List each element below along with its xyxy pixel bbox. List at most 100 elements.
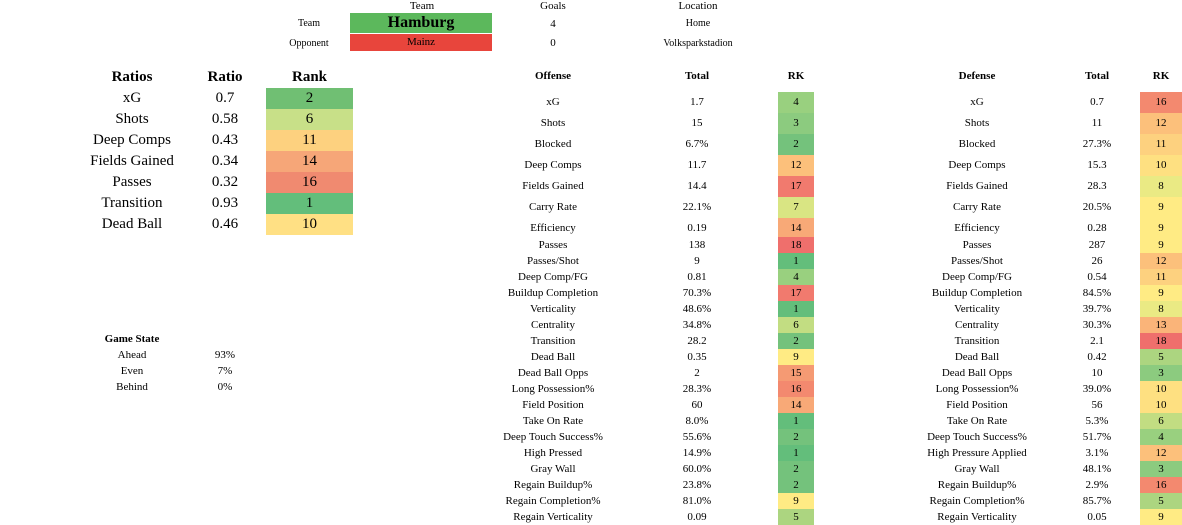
offense-metric-label: Dead Ball	[530, 351, 576, 363]
defense-metric-label: Deep Comps	[948, 159, 1006, 171]
offense-metric-label: Gray Wall	[530, 463, 576, 475]
offense-total-value: 23.8%	[682, 479, 712, 491]
offense-rank-cell: 16	[778, 381, 814, 397]
offense-rank-cell: 14	[778, 397, 814, 413]
opponent-name-cell: Mainz	[350, 34, 492, 51]
offense-rank-cell: 14	[778, 218, 814, 239]
defense-total-header: Total	[1084, 70, 1110, 82]
defense-metric-label: Regain Completion%	[929, 495, 1025, 507]
offense-total-value: 1.7	[690, 96, 704, 108]
offense-total-value: 28.3%	[682, 383, 712, 395]
offense-metric-label: Deep Comps	[524, 159, 582, 171]
offense-metric-label: Regain Verticality	[513, 511, 593, 523]
defense-total-value: 2.9%	[1085, 479, 1109, 491]
ratio-label: xG	[122, 90, 142, 106]
defense-metric-label: Shots	[964, 117, 990, 129]
game-state-value: 0%	[217, 381, 233, 393]
defense-rank-cell: 3	[1140, 365, 1182, 381]
defense-rank-cell: 11	[1140, 269, 1182, 285]
offense-rank-cell: 2	[778, 134, 814, 155]
ratio-value: 0.32	[211, 174, 239, 190]
defense-rank-cell: 9	[1140, 285, 1182, 301]
offense-metric-label: Passes/Shot	[527, 255, 579, 267]
defense-total-value: 84.5%	[1082, 287, 1112, 299]
offense-metric-label: Regain Completion%	[505, 495, 601, 507]
defense-total-value: 0.42	[1087, 351, 1107, 363]
offense-total-value: 14.9%	[682, 447, 712, 459]
defense-total-value: 0.05	[1087, 511, 1107, 523]
offense-total-value: 0.09	[687, 511, 707, 523]
defense-metric-label: Long Possession%	[935, 383, 1019, 395]
offense-metric-label: Carry Rate	[529, 201, 577, 213]
defense-total-value: 28.3	[1087, 180, 1107, 192]
stadium-name: Volksparkstadion	[663, 38, 733, 49]
game-state-label: Behind	[116, 381, 148, 393]
team-row-label: Team	[297, 18, 321, 29]
offense-total-value: 2	[694, 367, 700, 379]
defense-total-value: 0.7	[1090, 96, 1104, 108]
defense-rank-cell: 16	[1140, 477, 1182, 493]
defense-rank-cell: 16	[1140, 92, 1182, 113]
defense-total-value: 56	[1091, 399, 1103, 411]
ratio-rank-cell: 6	[266, 109, 353, 130]
offense-rank-cell: 17	[778, 176, 814, 197]
offense-rank-cell: 1	[778, 445, 814, 461]
ratio-label: Passes	[112, 174, 152, 190]
offense-rank-cell: 4	[778, 269, 814, 285]
defense-metric-label: Fields Gained	[946, 180, 1008, 192]
offense-metric-label: Field Position	[522, 399, 584, 411]
offense-total-value: 60	[691, 399, 703, 411]
offense-metric-label: Verticality	[530, 303, 576, 315]
ratio-label: Fields Gained	[90, 153, 174, 169]
defense-total-value: 0.54	[1087, 271, 1107, 283]
defense-metric-label: Dead Ball	[954, 351, 1000, 363]
offense-rank-cell: 9	[778, 349, 814, 365]
offense-metric-label: Efficiency	[530, 222, 576, 234]
offense-total-value: 60.0%	[682, 463, 712, 475]
defense-metric-label: Deep Touch Success%	[927, 431, 1027, 443]
defense-rank-cell: 8	[1140, 301, 1182, 317]
offense-total-value: 8.0%	[685, 415, 709, 427]
defense-total-value: 287	[1088, 239, 1106, 251]
offense-rank-cell: 15	[778, 365, 814, 381]
defense-total-value: 15.3	[1087, 159, 1107, 171]
rank-header: Rank	[291, 69, 328, 85]
offense-total-value: 0.81	[687, 271, 707, 283]
offense-total-value: 55.6%	[682, 431, 712, 443]
defense-metric-label: Transition	[954, 335, 1000, 347]
defense-metric-label: Take On Rate	[946, 415, 1008, 427]
offense-metric-label: Regain Buildup%	[513, 479, 593, 491]
offense-metric-label: Buildup Completion	[507, 287, 599, 299]
defense-metric-label: Regain Verticality	[937, 511, 1017, 523]
defense-total-value: 26	[1091, 255, 1103, 267]
offense-metric-label: Shots	[540, 117, 566, 129]
team-name-cell: Hamburg	[350, 13, 492, 33]
defense-rank-cell: 9	[1140, 218, 1182, 239]
defense-rank-cell: 12	[1140, 253, 1182, 269]
offense-rank-cell: 2	[778, 477, 814, 493]
game-state-value: 7%	[217, 365, 233, 377]
defense-rank-cell: 13	[1140, 317, 1182, 333]
game-state-label: Even	[120, 365, 144, 377]
offense-metric-header: Offense	[534, 70, 572, 82]
defense-metric-label: Passes/Shot	[951, 255, 1003, 267]
defense-rank-cell: 10	[1140, 155, 1182, 176]
offense-rank-cell: 1	[778, 301, 814, 317]
offense-rank-cell: 3	[778, 113, 814, 134]
offense-total-value: 0.35	[687, 351, 707, 363]
offense-rank-cell: 12	[778, 155, 814, 176]
ratio-rank-cell: 1	[266, 193, 353, 214]
defense-rank-cell: 10	[1140, 381, 1182, 397]
defense-rank-cell: 12	[1140, 445, 1182, 461]
defense-rank-cell: 18	[1140, 333, 1182, 349]
ratio-rank-cell: 10	[266, 214, 353, 235]
ratio-rank-cell: 14	[266, 151, 353, 172]
location-column-header: Location	[678, 0, 718, 12]
ratio-label: Shots	[115, 111, 149, 127]
defense-total-value: 11	[1091, 117, 1103, 129]
defense-metric-label: Verticality	[954, 303, 1000, 315]
ratio-value: 0.46	[211, 216, 239, 232]
offense-rank-cell: 6	[778, 317, 814, 333]
defense-rank-header: RK	[1152, 70, 1170, 82]
offense-metric-label: Long Possession%	[511, 383, 595, 395]
